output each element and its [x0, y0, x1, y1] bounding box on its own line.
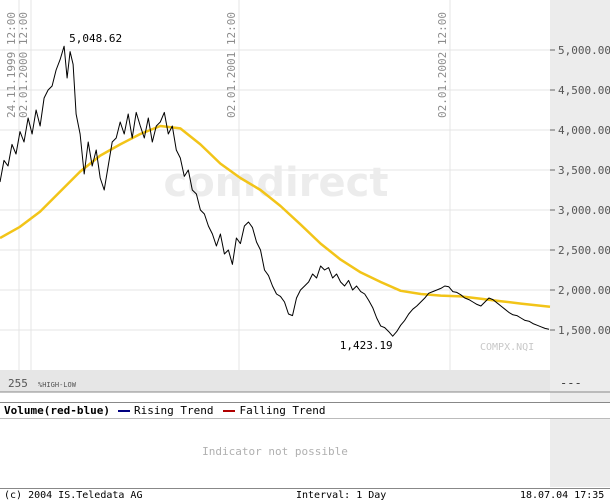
rising-trend-label: Rising Trend	[133, 404, 214, 417]
x-tick-label: 02.01.2000 12:00	[17, 12, 30, 118]
series-price-line	[0, 45, 550, 337]
y-tick-label: 5,000.00	[558, 44, 610, 57]
series-line	[0, 45, 550, 337]
footer-interval: Interval: 1 Day	[296, 490, 387, 501]
indicator-legend: Volume(red-blue) Rising Trend Falling Tr…	[0, 402, 610, 419]
volume-axis	[550, 419, 610, 487]
annotation-low: 1,423.19	[340, 339, 393, 352]
volume-panel: Indicator not possible	[0, 419, 610, 487]
falling-trend-swatch	[223, 409, 236, 412]
footer-date: 18.07.04 17:35	[520, 490, 605, 501]
bottom-band	[0, 370, 550, 392]
y-axis-panel	[550, 0, 610, 402]
x-tick-label: 24.11.1999 12:00	[5, 12, 18, 118]
volume-plot: Indicator not possible	[0, 419, 550, 487]
series-trend-line	[0, 124, 551, 309]
symbol-label: COMPX.NQI	[480, 342, 534, 353]
footer: (c) 2004 IS.Teledata AG Interval: 1 Day …	[0, 488, 610, 503]
falling-trend-label: Falling Trend	[239, 404, 326, 417]
y-tick-label: 2,500.00	[558, 244, 610, 257]
chart-background	[0, 0, 610, 402]
footer-copyright: (c) 2004 IS.Teledata AG	[4, 490, 143, 501]
y-tick-label: 3,000.00	[558, 204, 610, 217]
price-chart: comdirect 1,500.00 2,000.00 2,500.00 3,000.…	[0, 0, 610, 402]
legend-item-rising: Rising Trend	[117, 404, 214, 417]
legend-title: Volume(red-blue)	[4, 404, 110, 417]
x-tick-label: 02.01.2001 12:00	[225, 12, 238, 118]
watermark: comdirect	[164, 160, 389, 206]
annotation-high: 5,048.62	[69, 32, 122, 45]
x-axis-tick-labels: 24.11.1999 12:00 02.01.2000 12:00 02.01.20…	[5, 12, 449, 118]
period-unit: %HIGH-LOW	[38, 381, 77, 389]
y-axis-tick-labels: 1,500.00 2,000.00 2,500.00 3,000.00 3,500.00…	[550, 44, 610, 337]
y-tick-label: 1,500.00	[558, 324, 610, 337]
series-line	[0, 124, 551, 309]
axis-dash: ---	[560, 376, 582, 390]
x-tick-label: 02.01.2002 12:00	[436, 12, 449, 118]
y-tick-label: 2,000.00	[558, 284, 610, 297]
y-tick-label: 3,500.00	[558, 164, 610, 177]
period-value: 255	[8, 377, 28, 390]
rising-trend-swatch	[117, 409, 130, 412]
y-tick-label: 4,000.00	[558, 124, 610, 137]
y-tick-label: 4,500.00	[558, 84, 610, 97]
legend-item-falling: Falling Trend	[223, 404, 326, 417]
indicator-message: Indicator not possible	[202, 445, 348, 458]
